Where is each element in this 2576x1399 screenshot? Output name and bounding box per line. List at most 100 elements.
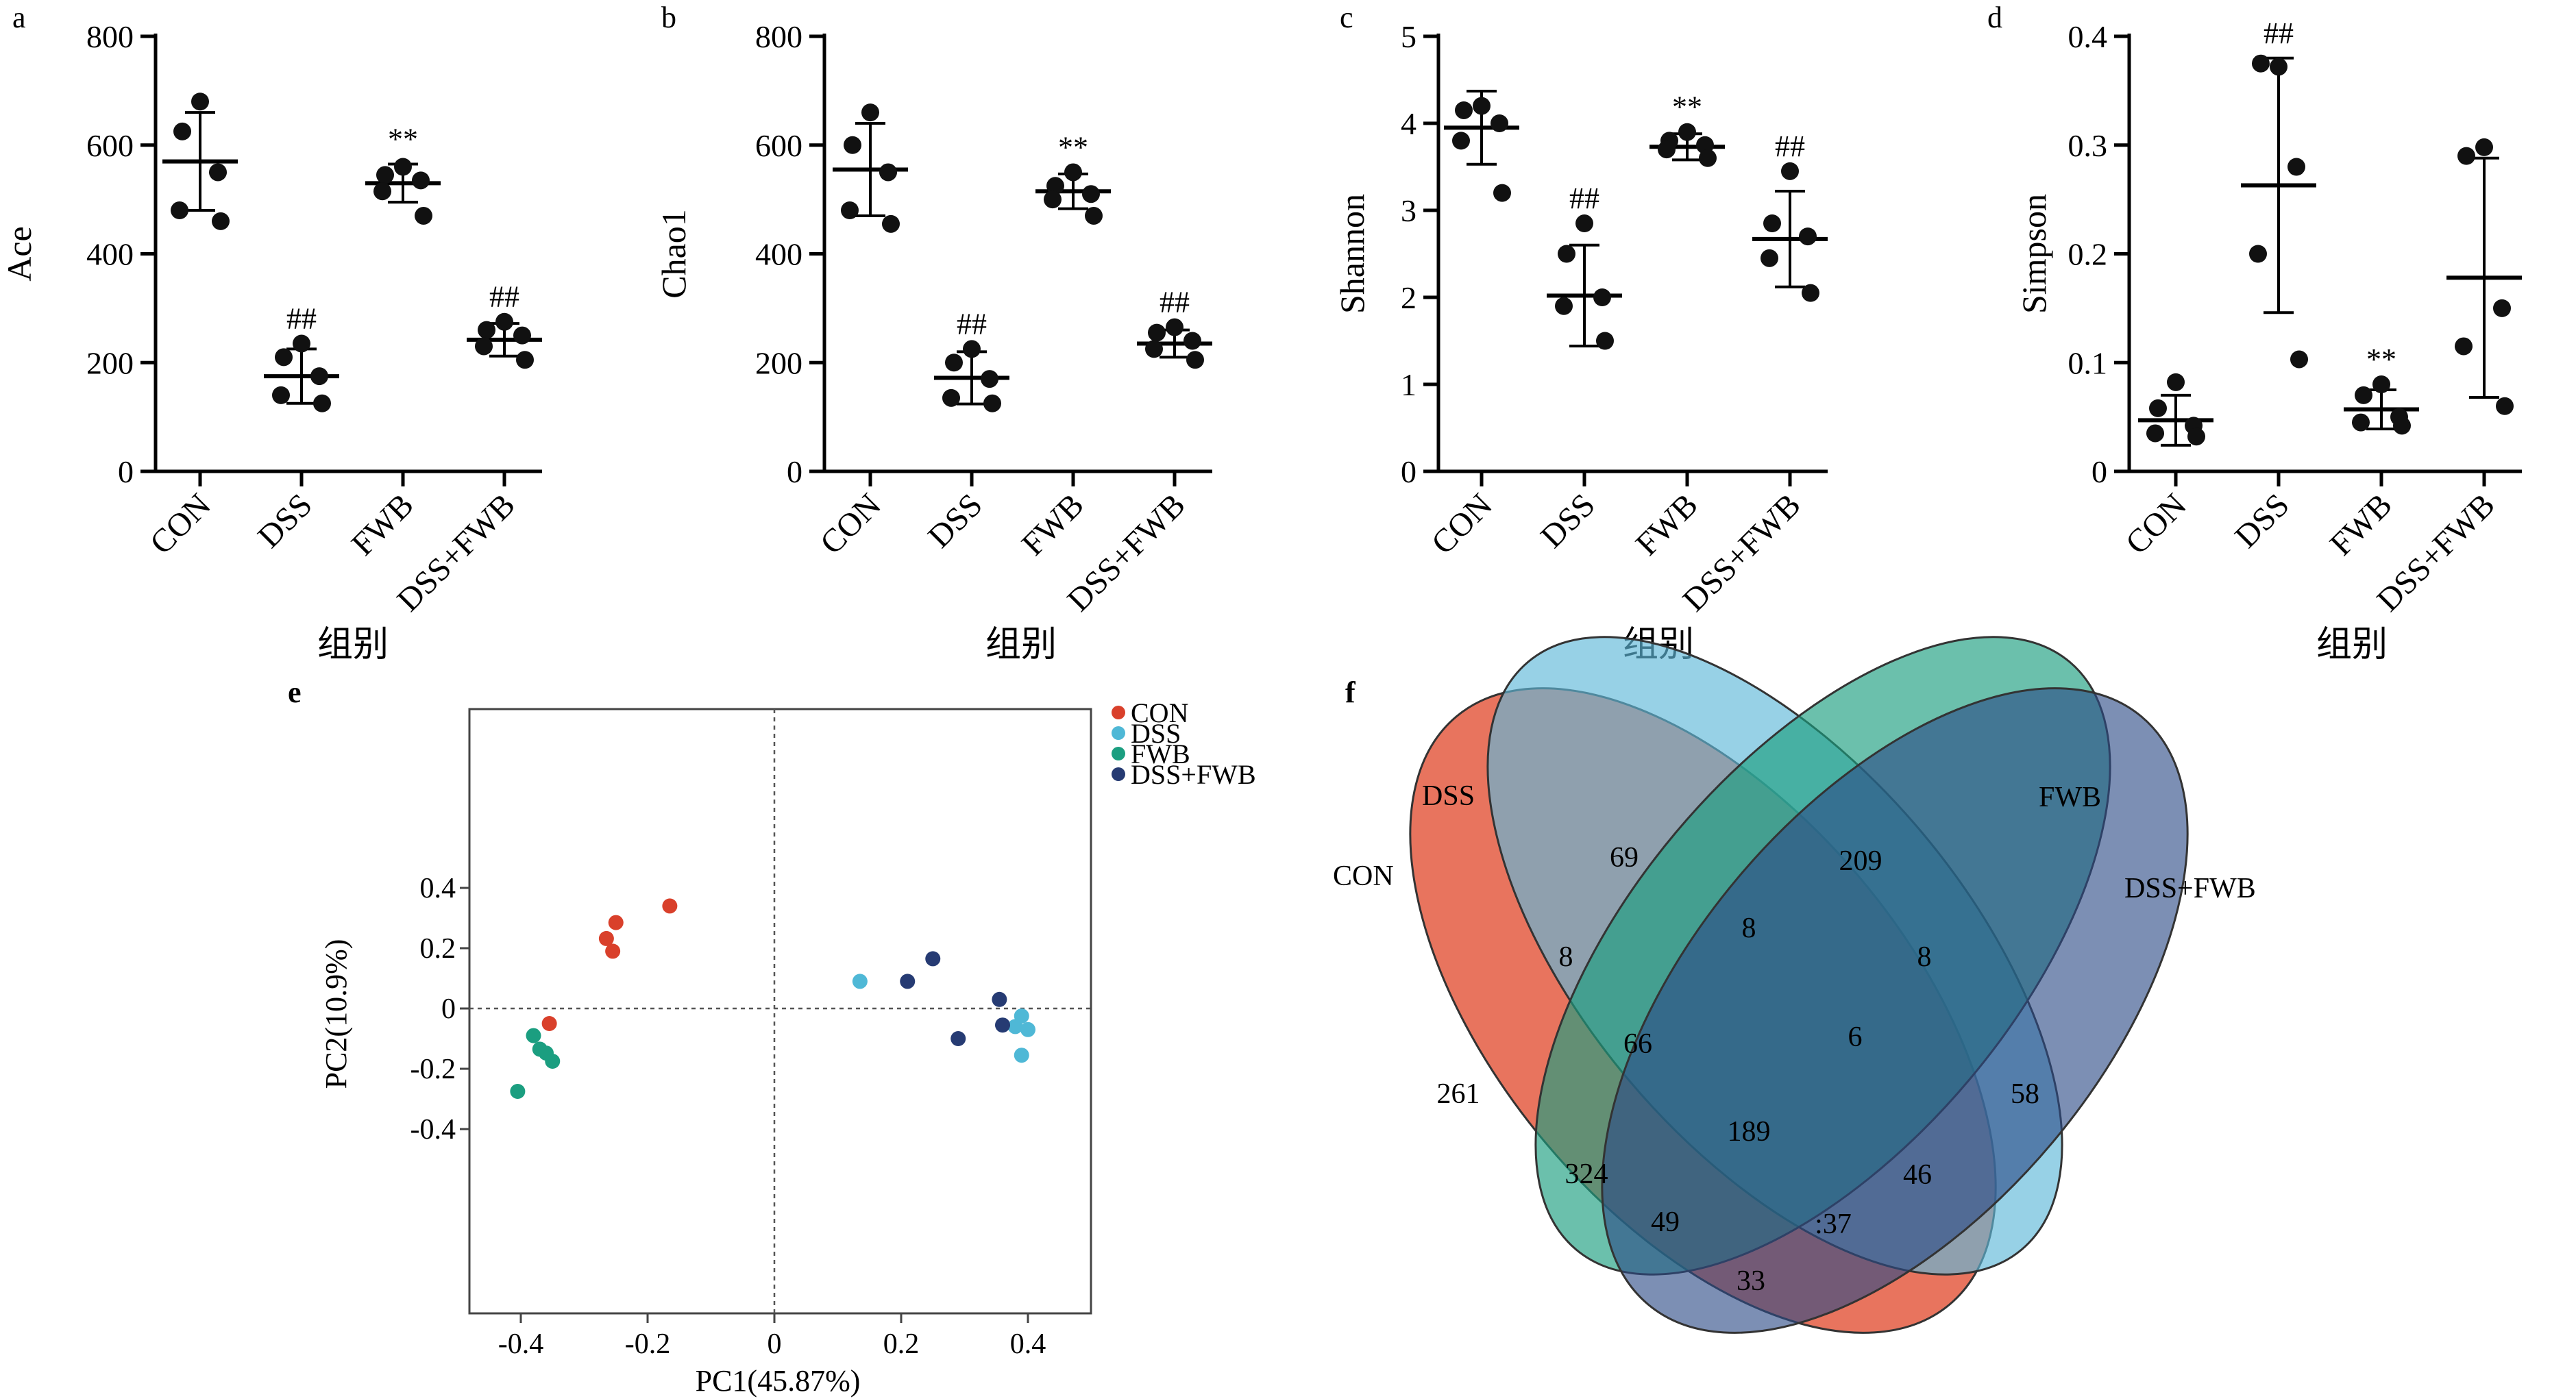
venn-ellipse-dss-fwb	[1601, 687, 2189, 1334]
data-point	[293, 334, 310, 353]
venn-set-label: CON	[1333, 861, 1394, 892]
pca-point-con	[662, 898, 678, 914]
data-point	[2187, 428, 2205, 446]
data-point	[2270, 58, 2287, 76]
data-point	[1452, 132, 1470, 150]
data-point	[1183, 332, 1201, 350]
pca-point-dss	[1020, 1022, 1035, 1037]
panel-label: e	[288, 676, 302, 709]
data-point	[412, 171, 430, 190]
y-tick-label: 600	[86, 128, 134, 163]
data-point	[513, 326, 531, 345]
data-point	[310, 367, 328, 386]
data-point	[212, 212, 230, 230]
y-tick-label: 0.3	[2068, 128, 2108, 163]
data-point	[1044, 190, 1062, 209]
data-point	[495, 312, 513, 331]
panel-label: a	[12, 1, 26, 34]
data-point	[475, 337, 493, 356]
y-tick-label: 4	[1401, 106, 1416, 141]
y-tick-label: 200	[755, 345, 802, 380]
data-point	[173, 122, 191, 140]
pca-point-dss	[1014, 1048, 1029, 1063]
venn-region-count: 261	[1437, 1078, 1480, 1110]
y-tick-label: 5	[1401, 19, 1416, 54]
data-point	[1166, 318, 1183, 336]
significance-mark: ##	[286, 301, 317, 335]
data-point	[1596, 332, 1614, 350]
y-tick-label: 3	[1401, 193, 1416, 228]
significance-mark: ##	[957, 307, 987, 341]
data-point	[2457, 147, 2475, 165]
data-point	[478, 321, 495, 339]
legend-marker	[1112, 767, 1125, 781]
x-tick-label: 0	[768, 1328, 782, 1360]
data-point	[841, 201, 859, 219]
x-tick-label: FWB	[1629, 486, 1705, 562]
x-tick-label: DSS	[1534, 486, 1602, 555]
legend-marker	[1112, 747, 1125, 760]
venn-region-count: 58	[2011, 1078, 2039, 1110]
y-tick-label: 0	[118, 454, 134, 489]
y-tick-label: 800	[86, 19, 134, 54]
data-point	[313, 394, 331, 412]
venn-region-count: 46	[1903, 1159, 1932, 1191]
data-point	[983, 394, 1001, 412]
x-tick-label: FWB	[1015, 486, 1091, 562]
data-point	[1148, 323, 1166, 342]
panel-label: c	[1340, 1, 1353, 34]
data-point	[272, 386, 290, 404]
pca-point-dss-fwb	[900, 974, 916, 989]
data-point	[1593, 288, 1611, 306]
y-tick-label: 600	[755, 128, 802, 163]
panel-label: b	[661, 1, 676, 34]
data-point	[1082, 185, 1100, 203]
y-axis-title: Chao1	[654, 209, 693, 299]
data-point	[2352, 413, 2370, 432]
y-tick-label: 1	[1401, 367, 1416, 402]
pca-point-dss-fwb	[925, 951, 941, 967]
venn-region-count: 49	[1651, 1206, 1680, 1238]
data-point	[942, 388, 960, 407]
data-point	[1802, 284, 1819, 302]
significance-mark: ##	[1569, 182, 1599, 215]
x-tick-label: FWB	[2323, 486, 2399, 562]
data-point	[882, 214, 900, 233]
data-point	[1658, 140, 1676, 159]
y-tick-label: 400	[86, 237, 134, 272]
significance-mark: **	[2366, 343, 2396, 376]
significance-mark: ##	[1160, 286, 1190, 319]
data-point	[1575, 214, 1593, 233]
data-point	[963, 340, 981, 358]
y-axis-title: Shannon	[1333, 194, 1371, 314]
venn-set-label: DSS+FWB	[2124, 873, 2256, 904]
panel-label: f	[1345, 676, 1356, 709]
y-tick-label: 2	[1401, 280, 1416, 315]
venn-region-count: 8	[1559, 941, 1573, 973]
data-point	[945, 354, 963, 372]
pca-point-dss-fwb	[992, 991, 1007, 1007]
data-point	[2393, 417, 2411, 435]
significance-mark: **	[388, 123, 418, 156]
data-point	[2146, 424, 2164, 443]
data-point	[373, 182, 391, 201]
venn-region-count: 189	[1728, 1116, 1771, 1148]
venn-region-count: 209	[1839, 845, 1882, 877]
y-axis-title: Ace	[0, 226, 38, 282]
pca-point-dss-fwb	[950, 1031, 966, 1046]
x-tick-label: CON	[813, 486, 888, 561]
data-point	[844, 136, 861, 154]
y-tick-label: 400	[755, 237, 802, 272]
pca-point-con	[598, 930, 614, 946]
venn-set-label: DSS	[1422, 780, 1475, 812]
venn-region-count: 33	[1737, 1265, 1765, 1297]
data-point	[171, 201, 188, 219]
data-point	[2372, 375, 2390, 393]
data-point	[1761, 249, 1778, 267]
pca-point-dss	[1007, 1019, 1023, 1035]
venn-region-count: :37	[1815, 1209, 1852, 1240]
x-tick-label: CON	[143, 486, 218, 561]
data-point	[1558, 245, 1575, 263]
